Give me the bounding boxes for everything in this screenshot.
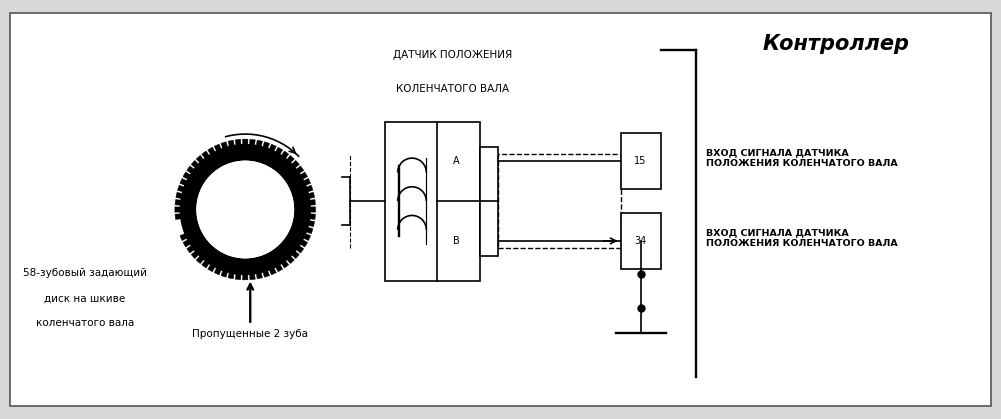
- Polygon shape: [221, 269, 228, 277]
- Polygon shape: [295, 166, 303, 174]
- Text: КОЛЕНЧАТОГО ВАЛА: КОЛЕНЧАТОГО ВАЛА: [396, 84, 510, 94]
- Polygon shape: [228, 271, 234, 279]
- Polygon shape: [175, 214, 182, 220]
- Polygon shape: [307, 192, 314, 199]
- Bar: [621, 133, 661, 189]
- Polygon shape: [196, 255, 204, 264]
- Polygon shape: [256, 140, 262, 148]
- Polygon shape: [183, 172, 191, 180]
- Polygon shape: [269, 266, 276, 275]
- Polygon shape: [242, 273, 248, 280]
- Polygon shape: [187, 245, 195, 253]
- Text: 15: 15: [635, 156, 647, 166]
- Polygon shape: [191, 160, 199, 169]
- Polygon shape: [214, 266, 221, 275]
- FancyBboxPatch shape: [10, 13, 991, 406]
- Text: коленчатого вала: коленчатого вала: [36, 318, 134, 328]
- Polygon shape: [177, 185, 185, 192]
- Polygon shape: [275, 264, 282, 272]
- Polygon shape: [291, 250, 299, 259]
- Polygon shape: [302, 178, 310, 186]
- Polygon shape: [308, 199, 315, 205]
- Polygon shape: [305, 227, 313, 234]
- Ellipse shape: [197, 161, 293, 258]
- Polygon shape: [299, 172, 307, 180]
- Polygon shape: [242, 139, 248, 146]
- Polygon shape: [262, 142, 269, 150]
- Polygon shape: [202, 259, 210, 268]
- Polygon shape: [286, 255, 294, 264]
- Polygon shape: [208, 147, 215, 155]
- Bar: [480, 147, 498, 256]
- Polygon shape: [221, 142, 228, 150]
- Polygon shape: [280, 259, 288, 268]
- Polygon shape: [202, 151, 210, 160]
- Text: 58-зубовый задающий: 58-зубовый задающий: [23, 268, 147, 278]
- Text: B: B: [453, 236, 459, 246]
- Polygon shape: [280, 151, 288, 160]
- Polygon shape: [235, 272, 241, 280]
- Polygon shape: [180, 178, 188, 186]
- Text: ВХОД СИГНАЛА ДАТЧИКА
ПОЛОЖЕНИЯ КОЛЕНЧАТОГО ВАЛА: ВХОД СИГНАЛА ДАТЧИКА ПОЛОЖЕНИЯ КОЛЕНЧАТО…: [706, 149, 898, 168]
- Text: ДАТЧИК ПОЛОЖЕНИЯ: ДАТЧИК ПОЛОЖЕНИЯ: [393, 50, 513, 60]
- Polygon shape: [191, 250, 199, 259]
- Polygon shape: [307, 220, 314, 227]
- Polygon shape: [299, 239, 307, 247]
- Polygon shape: [214, 144, 221, 153]
- Polygon shape: [183, 239, 191, 247]
- Polygon shape: [269, 144, 276, 153]
- Text: Контроллер: Контроллер: [763, 34, 909, 54]
- Polygon shape: [309, 207, 315, 212]
- Bar: [385, 122, 480, 281]
- Polygon shape: [187, 166, 195, 174]
- Bar: [621, 213, 661, 269]
- Text: ВХОД СИГНАЛА ДАТЧИКА
ПОЛОЖЕНИЯ КОЛЕНЧАТОГО ВАЛА: ВХОД СИГНАЛА ДАТЧИКА ПОЛОЖЕНИЯ КОЛЕНЧАТО…: [706, 228, 898, 248]
- Polygon shape: [228, 140, 234, 148]
- Polygon shape: [175, 199, 182, 205]
- Polygon shape: [262, 269, 269, 277]
- Text: A: A: [453, 156, 459, 166]
- Polygon shape: [286, 155, 294, 164]
- Bar: [498, 154, 621, 248]
- Polygon shape: [176, 192, 183, 199]
- Polygon shape: [249, 139, 255, 147]
- Polygon shape: [256, 271, 262, 279]
- Polygon shape: [249, 272, 255, 280]
- Polygon shape: [208, 264, 215, 272]
- Ellipse shape: [180, 145, 310, 274]
- Polygon shape: [295, 245, 303, 253]
- Polygon shape: [302, 233, 310, 241]
- Polygon shape: [275, 147, 282, 155]
- Ellipse shape: [197, 161, 293, 258]
- Text: диск на шкиве: диск на шкиве: [44, 293, 126, 303]
- Polygon shape: [196, 155, 204, 164]
- Polygon shape: [305, 185, 313, 192]
- Polygon shape: [175, 207, 181, 212]
- Polygon shape: [235, 139, 241, 147]
- Polygon shape: [180, 233, 188, 241]
- Polygon shape: [308, 214, 315, 220]
- Text: 34: 34: [635, 236, 647, 246]
- Polygon shape: [291, 160, 299, 169]
- Text: Пропущенные 2 зуба: Пропущенные 2 зуба: [192, 329, 308, 339]
